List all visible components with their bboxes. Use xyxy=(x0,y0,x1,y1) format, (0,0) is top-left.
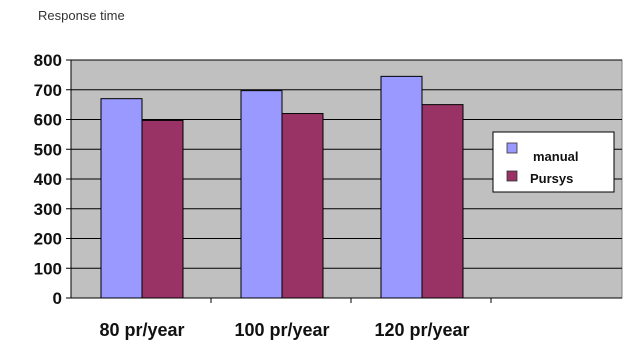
bar-manual-2 xyxy=(240,90,283,299)
bar-manual-3 xyxy=(380,75,423,299)
y-tick-label: 700 xyxy=(34,81,62,100)
legend-swatch-pursys xyxy=(506,170,518,182)
bar-pursys-2 xyxy=(281,113,324,299)
legend: manual Pursys xyxy=(492,131,615,193)
y-tick-label: 300 xyxy=(34,200,62,219)
bar-manual-1 xyxy=(100,98,143,299)
y-tick-label: 100 xyxy=(34,259,62,278)
y-tick-label: 200 xyxy=(34,230,62,249)
x-category-label: 120 pr/year xyxy=(374,320,469,340)
y-tick-label: 500 xyxy=(34,140,62,159)
y-axis: 0 100 200 300 400 500 600 700 800 xyxy=(34,51,71,308)
x-category-label: 80 pr/year xyxy=(99,320,184,340)
y-tick-label: 800 xyxy=(34,51,62,70)
x-category-label: 100 pr/year xyxy=(234,320,329,340)
bars xyxy=(100,75,464,299)
y-tick-label: 400 xyxy=(34,170,62,189)
x-axis: 80 pr/year 100 pr/year 120 pr/year xyxy=(99,298,492,340)
legend-swatch-manual xyxy=(506,142,518,154)
y-tick-label: 600 xyxy=(34,111,62,130)
y-tick-label: 0 xyxy=(53,289,62,308)
legend-box xyxy=(492,131,615,193)
bar-pursys-3 xyxy=(421,104,464,299)
bar-pursys-1 xyxy=(141,119,184,299)
legend-label-manual: manual xyxy=(533,149,579,164)
legend-label-pursys: Pursys xyxy=(530,171,573,186)
chart-title: Response time xyxy=(38,8,125,23)
